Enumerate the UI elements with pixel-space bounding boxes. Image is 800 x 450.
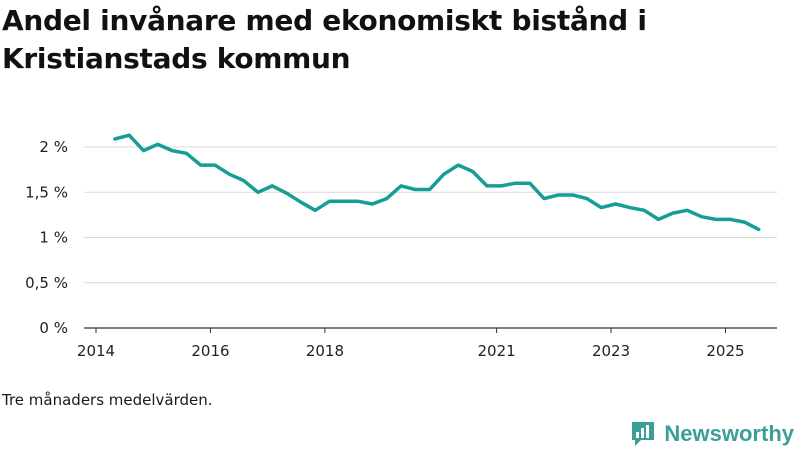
data-point — [757, 228, 760, 231]
newsworthy-logo-icon — [632, 422, 655, 446]
data-point — [385, 197, 388, 200]
data-point — [271, 184, 274, 188]
x-axis: 2014 2016 2018 2021 2023 2025 — [77, 327, 777, 360]
data-point — [657, 218, 660, 221]
data-point — [142, 149, 145, 152]
chart-note: Tre månaders medelvärden. — [2, 391, 213, 409]
data-point — [485, 184, 489, 188]
data-point — [471, 170, 474, 173]
data-point — [614, 202, 617, 206]
data-point — [643, 209, 646, 212]
data-point — [328, 200, 331, 203]
data-point — [714, 218, 717, 221]
series-layer — [113, 133, 761, 232]
x-tick-label: 2014 — [77, 342, 115, 360]
data-point — [313, 209, 317, 212]
x-tick-label: 2021 — [477, 342, 515, 360]
gridlines — [84, 146, 777, 284]
data-point — [342, 200, 345, 203]
y-axis: 0 % 0,5 % 1 % 1,5 % 2 % — [25, 138, 68, 337]
data-point — [499, 184, 503, 188]
y-tick-label: 1,5 % — [25, 183, 68, 201]
data-point — [242, 179, 245, 182]
data-point — [743, 220, 746, 224]
y-tick-label: 1 % — [39, 229, 68, 247]
data-point — [557, 193, 560, 197]
data-point — [213, 163, 217, 167]
data-point — [671, 211, 675, 215]
data-point — [170, 149, 174, 152]
x-tick-label: 2025 — [706, 342, 744, 360]
data-point — [600, 206, 603, 209]
data-point — [685, 209, 689, 212]
data-point — [285, 191, 288, 195]
data-point — [528, 182, 531, 185]
data-point — [428, 188, 431, 191]
data-point — [585, 197, 589, 200]
data-point — [199, 163, 202, 167]
data-point — [399, 184, 403, 188]
data-point — [457, 163, 460, 167]
data-point — [700, 215, 703, 218]
y-tick-label: 0,5 % — [25, 274, 68, 292]
y-tick-label: 2 % — [39, 138, 68, 156]
x-tick-label: 2018 — [306, 342, 344, 360]
data-point — [356, 200, 360, 203]
data-point — [371, 202, 374, 206]
data-point — [113, 137, 117, 141]
brand-logo[interactable]: Newsworthy — [630, 419, 794, 449]
data-point — [514, 182, 517, 185]
data-point — [127, 134, 131, 137]
data-point — [299, 201, 303, 204]
data-point — [542, 197, 546, 200]
data-point — [571, 193, 574, 197]
data-point — [728, 218, 732, 221]
series-line-0 — [113, 133, 761, 232]
y-tick-label: 0 % — [39, 319, 68, 337]
data-point — [628, 206, 632, 209]
x-tick-label: 2016 — [191, 342, 229, 360]
data-point — [256, 191, 260, 194]
data-point — [414, 188, 417, 191]
data-point — [185, 152, 188, 155]
data-point — [156, 143, 160, 146]
data-point — [442, 172, 446, 176]
chart-title: Andel invånare med ekonomiskt bistånd i … — [2, 4, 647, 75]
x-tick-label: 2023 — [592, 342, 630, 360]
data-point — [228, 172, 231, 176]
brand-name: Newsworthy — [664, 421, 794, 446]
